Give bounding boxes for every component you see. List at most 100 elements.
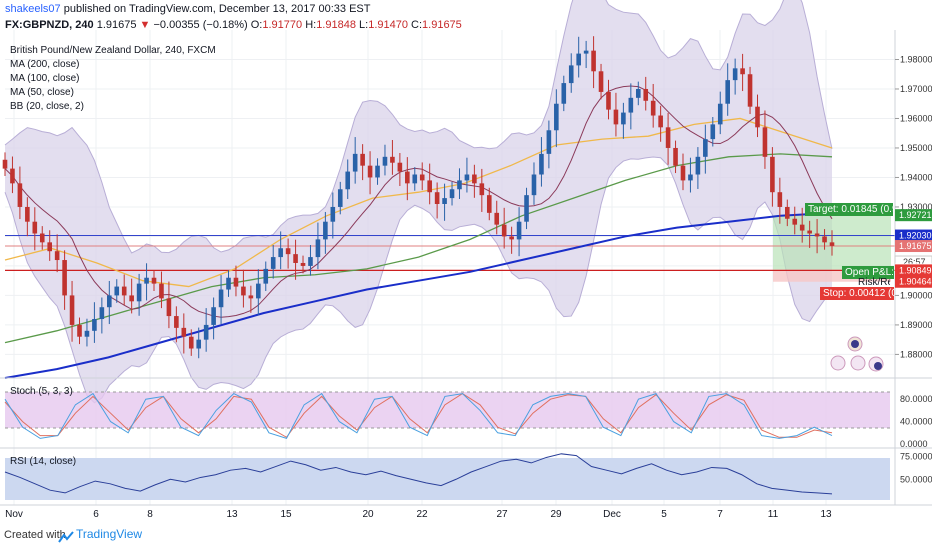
candle-body xyxy=(196,339,202,349)
last-price: 1.91675 xyxy=(96,19,137,31)
candle-body xyxy=(732,68,738,81)
stop-label[interactable]: Stop: 0.00412 (0. xyxy=(820,287,894,300)
candle-body xyxy=(17,183,23,207)
candle-body xyxy=(688,174,693,181)
candle-body xyxy=(658,115,663,128)
time-axis: Nov 6 8 13 15 20 22 27 29 Dec 5 7 11 13 xyxy=(5,509,832,520)
ohlc-line: FX:GBPNZD, 240 1.91675 ▼ −0.00355 (−0.18… xyxy=(5,19,462,31)
candle-body xyxy=(54,251,60,261)
candle-body xyxy=(710,124,716,140)
dividend-event-icon[interactable] xyxy=(850,355,866,371)
high-value: 1.91848 xyxy=(316,19,356,31)
candle-body xyxy=(188,336,194,349)
candle-body xyxy=(740,68,745,75)
stoch-label[interactable]: Stoch (5, 3, 3) xyxy=(10,386,73,397)
candle-body xyxy=(367,165,373,178)
x-tick-label: 29 xyxy=(550,509,562,520)
candle-body xyxy=(107,295,112,308)
low-label: L: xyxy=(359,19,369,31)
target-label[interactable]: Target: 0.01845 (0.97 xyxy=(805,203,893,216)
legend-bb[interactable]: BB (20, close, 2) xyxy=(10,101,84,112)
bollinger-band-fill xyxy=(5,0,832,403)
candle-body xyxy=(464,174,470,181)
candle-body xyxy=(39,233,45,243)
candle-body xyxy=(285,248,291,255)
candle-body xyxy=(434,192,440,204)
candle-body xyxy=(822,236,827,243)
bollinger-basis-line xyxy=(4,85,833,318)
candle-body xyxy=(144,277,149,284)
x-tick-label: 6 xyxy=(93,509,99,520)
x-tick-label: 20 xyxy=(362,509,374,520)
legend-ma50[interactable]: MA (50, close) xyxy=(10,87,74,98)
candle-body xyxy=(695,156,701,175)
candle-body xyxy=(673,147,678,166)
candle-body xyxy=(129,295,134,302)
published-text: published on TradingView.com, December 1… xyxy=(63,3,371,15)
x-tick-label: 27 xyxy=(496,509,508,520)
candle-body xyxy=(762,127,768,157)
rsi-line xyxy=(4,453,833,495)
legend-ma100[interactable]: MA (100, close) xyxy=(10,73,80,84)
price-tags: 1.927211.920301.9167526:571.908761.90849… xyxy=(894,209,932,288)
candle-body xyxy=(486,195,492,213)
open-pl-label[interactable]: Open P&L: 0 xyxy=(842,266,894,279)
candle-body xyxy=(635,88,641,98)
author-link[interactable]: shakeels07 xyxy=(5,3,61,15)
candle-body xyxy=(494,212,500,225)
earnings-event-icon[interactable] xyxy=(830,355,846,371)
created-with-text: Created with xyxy=(4,529,66,541)
candle-body xyxy=(25,206,30,222)
rsi-tick-label: 50.0000 xyxy=(900,474,932,484)
candle-body xyxy=(69,295,75,325)
rsi-label[interactable]: RSI (14, close) xyxy=(10,456,77,467)
candle-body xyxy=(330,206,336,222)
candle-body xyxy=(2,159,8,169)
candle-body xyxy=(472,174,477,184)
candle-body xyxy=(375,165,380,178)
current-price-tag-bg xyxy=(895,240,932,253)
high-label: H: xyxy=(305,19,317,31)
x-tick-label: 11 xyxy=(768,509,779,520)
candle-body xyxy=(583,50,589,54)
close-label: C: xyxy=(411,19,423,31)
flag-icon xyxy=(851,340,859,348)
candle-body xyxy=(121,286,127,296)
candle-body xyxy=(159,283,164,299)
candle-body xyxy=(390,156,395,163)
x-tick-label: 13 xyxy=(226,509,238,520)
candle-body xyxy=(725,80,730,104)
candle-body xyxy=(315,239,321,258)
candle-body xyxy=(531,174,537,196)
legend-ma200[interactable]: MA (200, close) xyxy=(10,59,80,70)
candle-body xyxy=(755,106,760,128)
published-line: shakeels07 published on TradingView.com,… xyxy=(5,3,370,15)
y-tick-label: 1.93000 xyxy=(900,202,932,212)
candle-body xyxy=(352,153,358,172)
y-tick-label: 1.97000 xyxy=(900,84,932,94)
event-markers xyxy=(830,336,884,372)
rsi-tick-label: 75.0000 xyxy=(900,452,932,462)
candle-body xyxy=(241,286,246,296)
candle-body xyxy=(591,50,596,72)
candle-body xyxy=(248,295,254,299)
symbol-label: FX:GBPNZD, 240 xyxy=(5,19,94,31)
y-tick-label: 1.89000 xyxy=(900,320,932,330)
ma200-line xyxy=(4,211,833,379)
candle-body xyxy=(561,83,567,104)
candle-body xyxy=(397,162,403,172)
candle-body xyxy=(174,316,179,328)
countdown-tag: 26:57 xyxy=(903,257,926,267)
candle-body xyxy=(501,224,507,237)
tradingview-brand[interactable]: TradingView xyxy=(76,527,143,541)
y-tick-label: 1.90000 xyxy=(900,290,932,300)
stop-line-price-tag-bg xyxy=(895,264,932,277)
candle-body xyxy=(84,330,90,337)
candle-body xyxy=(92,319,97,331)
candle-body xyxy=(293,254,298,263)
candle-body xyxy=(539,153,544,175)
candle-body xyxy=(256,283,261,299)
candle-body xyxy=(427,180,432,193)
y-tick-label: 1.96000 xyxy=(900,113,932,123)
